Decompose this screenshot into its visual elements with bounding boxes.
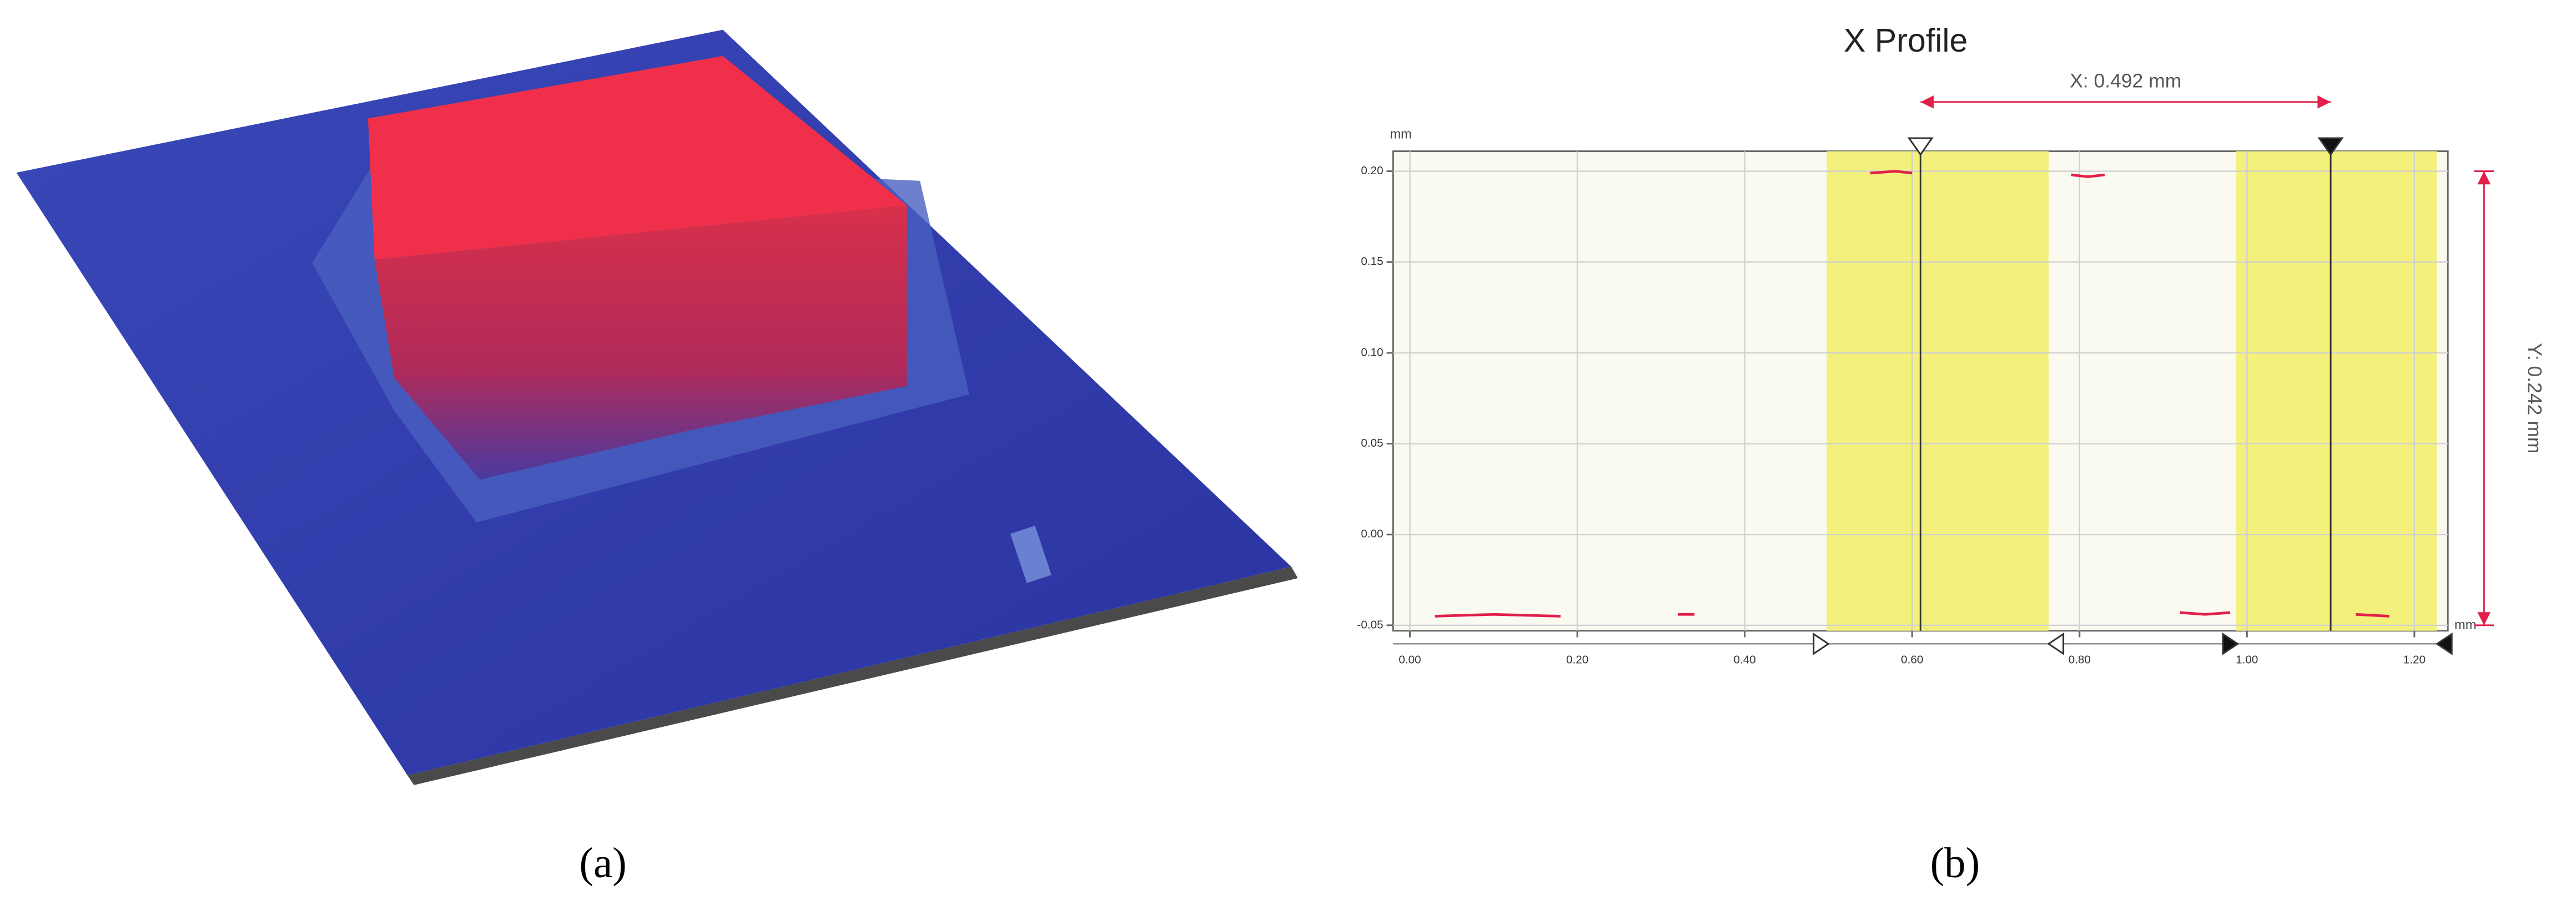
x-tick-label: 0.40 (1734, 653, 1756, 666)
arrow-head (2317, 95, 2331, 109)
y-tick-label: 0.00 (1361, 528, 1383, 540)
x-tick-label: 0.00 (1398, 653, 1421, 666)
chart-title: X Profile (1844, 22, 1968, 59)
arrow-head (2477, 612, 2491, 625)
y-tick-label: 0.10 (1361, 346, 1383, 358)
annotation: Y: 0.242 mm (2524, 343, 2546, 453)
panel-label: (b) (1930, 838, 1980, 886)
y-tick-label: -0.05 (1357, 618, 1383, 631)
y-unit: mm (1390, 127, 1411, 141)
arrow-head (1920, 95, 1934, 109)
band-marker (2049, 634, 2064, 654)
band-marker (2437, 634, 2452, 654)
y-tick-label: 0.15 (1361, 255, 1383, 268)
band-marker (1814, 634, 1829, 654)
y-tick-label: 0.05 (1361, 437, 1383, 449)
x-tick-label: 1.00 (2236, 653, 2258, 666)
y-tick-label: 0.20 (1361, 164, 1383, 177)
highlight-band (1827, 151, 2049, 631)
page: (a) (b) X Profile mm mm -0.05 0.00 0.05 0.1… (0, 0, 2576, 915)
x-tick-label: 1.20 (2403, 653, 2426, 666)
x-tick-label: 0.80 (2069, 653, 2091, 666)
highlight-band (2236, 151, 2437, 631)
panel-label: (a) (579, 838, 626, 886)
x-unit: mm (2454, 618, 2476, 633)
plot: -0.05 0.00 0.05 0.10 0.15 0.20 0.00 0.20 0.40 0.6… (1357, 70, 2545, 666)
band-marker (2223, 634, 2238, 654)
figure: (a) (b) X Profile mm mm -0.05 0.00 0.05 0.1… (0, 0, 2576, 915)
surface-render (17, 30, 1298, 785)
arrow-head (2477, 171, 2491, 185)
annotation: X: 0.492 mm (2070, 70, 2181, 92)
x-tick-label: 0.20 (1566, 653, 1588, 666)
x-tick-label: 0.60 (1901, 653, 1923, 666)
